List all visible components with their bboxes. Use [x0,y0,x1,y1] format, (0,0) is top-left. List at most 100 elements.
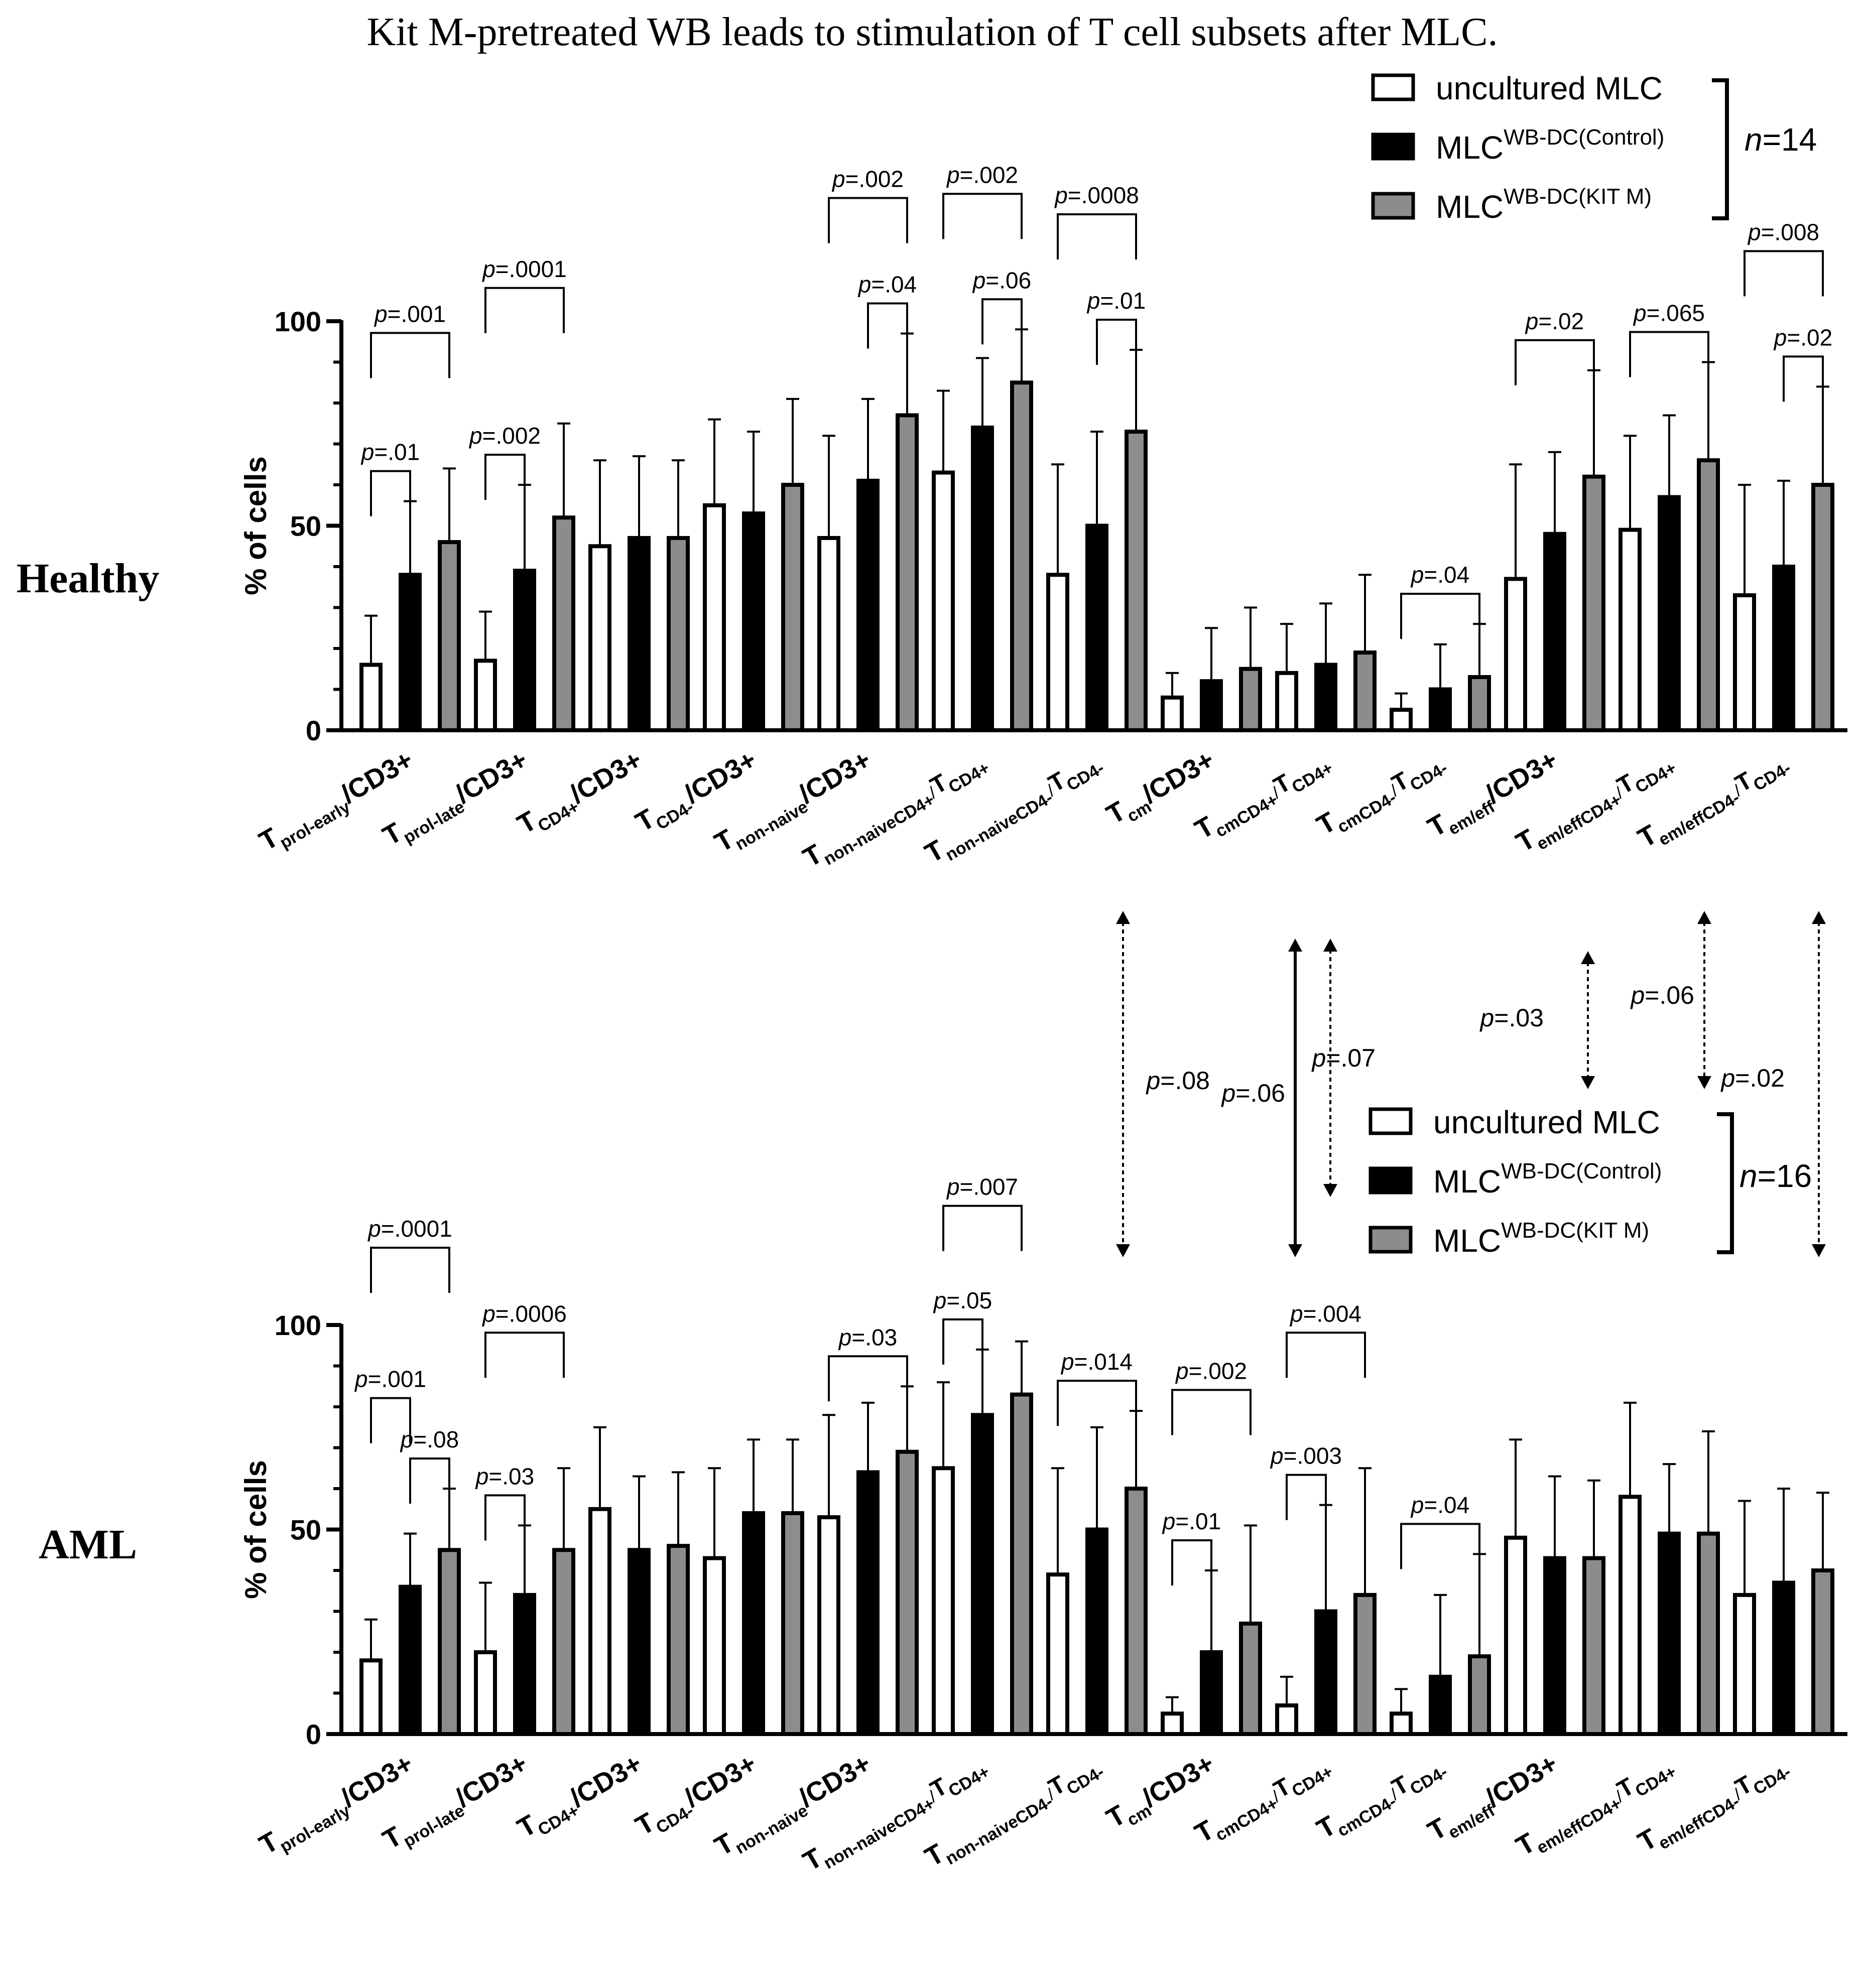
bar [1543,1556,1566,1737]
bar [742,511,765,732]
cross-p-label: p=.07 [1311,1044,1376,1072]
y-axis-label: % of cells [239,1460,273,1599]
bar [399,1584,422,1737]
significance-label: p=.0001 [481,256,567,282]
p-italic: p [1633,300,1647,326]
p-value: =.03 [851,1324,897,1350]
bar [1046,573,1069,733]
legend-n: n=14 [1745,121,1817,158]
p-value: =.002 [960,162,1018,188]
significance-label: p=.01 [1162,1508,1221,1534]
significance-bracket [484,287,565,333]
bar [781,1511,804,1736]
p-value: =.01 [1100,288,1146,314]
bar [438,1548,461,1736]
significance-bracket [828,1355,908,1402]
significance-label: p=.004 [1289,1300,1361,1327]
legend-label: MLCWB-DC(Control) [1433,1159,1662,1200]
y-tick-label: 50 [290,510,321,542]
legend-main: MLC [1436,189,1504,225]
p-italic: p [1479,1004,1494,1032]
p-value: =.08 [413,1426,459,1452]
p-italic: p [1270,1443,1284,1469]
significance-label: p=.01 [1086,288,1146,314]
legend-main: uncultured MLC [1436,70,1663,106]
significance-bracket [1400,1523,1480,1569]
significance-label: p=.01 [360,439,420,465]
bar [1125,430,1148,732]
bar [359,662,383,732]
p-italic: p [1630,981,1645,1009]
cross-comparison: p=.08 [1116,911,1210,1257]
significance-label: p=.03 [475,1463,534,1489]
cross-comparison: p=.03 [1479,951,1595,1089]
p-italic: p [1145,1067,1160,1095]
bar [1314,662,1337,732]
bar [1697,1531,1720,1736]
bar [1504,577,1527,732]
significance-bracket [370,470,411,516]
bar [1733,593,1756,733]
bar [1619,1495,1642,1737]
arrow-head-down [1288,1244,1302,1257]
significance-label: p=.08 [400,1426,459,1452]
arrow-head-up [1288,939,1302,952]
arrow-head-up [1323,939,1337,952]
bar [588,1507,611,1736]
y-tick-label: 100 [275,1309,321,1341]
p-italic: p [1525,308,1539,334]
significance-label: p=.0006 [481,1300,567,1327]
legend-n: n=16 [1739,1158,1812,1194]
p-value: =.06 [1235,1079,1285,1107]
significance-bracket [1171,1389,1252,1435]
p-value: =.08 [1160,1067,1210,1095]
legend-swatch [1371,132,1415,161]
significance-bracket [867,302,908,349]
p-value: =.02 [1735,1064,1785,1092]
p-italic: p [1410,562,1424,588]
p-value: =.0006 [495,1300,567,1327]
bar [1200,1650,1223,1736]
legend-label: uncultured MLC [1436,70,1663,106]
significance-bracket [370,332,450,378]
significance-label: p=.04 [1410,1492,1469,1518]
bar [1619,527,1642,733]
bar [971,1413,994,1737]
cross-p-label: p=.03 [1479,1004,1544,1032]
arrow-head-up [1697,911,1711,924]
significance-label: p=.003 [1270,1443,1342,1469]
p-italic: p [1747,219,1761,245]
p-italic: p [1054,182,1068,208]
significance-bracket [1783,355,1824,402]
n-italic: n [1745,121,1763,158]
p-italic: p [354,1366,368,1392]
p-value: =.003 [1284,1443,1342,1469]
cross-p-label: p=.02 [1720,1064,1785,1092]
cross-comparison: p=.06 [1220,939,1302,1257]
significance-label: p=.007 [946,1174,1018,1200]
bar [896,1449,919,1736]
bar [1811,1568,1834,1736]
bar [1772,1580,1795,1736]
significance-bracket [370,1397,411,1443]
legend-bracket [1712,78,1729,220]
p-italic: p [481,1300,495,1327]
significance-bracket [981,298,1023,345]
bar [588,544,611,732]
significance-label: p=.008 [1747,219,1819,245]
p-value: =.04 [1424,562,1469,588]
significance-bracket [828,197,908,243]
p-value: =.01 [1175,1508,1221,1534]
p-italic: p [367,1216,381,1242]
significance-label: p=.002 [468,423,541,449]
significance-label: p=.002 [831,166,904,192]
legend-swatch [1371,73,1415,101]
bar [856,478,880,732]
cross-comparison: p=.06 [1630,911,1711,1089]
bar [1504,1535,1527,1737]
bar [628,1548,651,1736]
bar [1772,565,1795,732]
bar [1353,1593,1377,1736]
